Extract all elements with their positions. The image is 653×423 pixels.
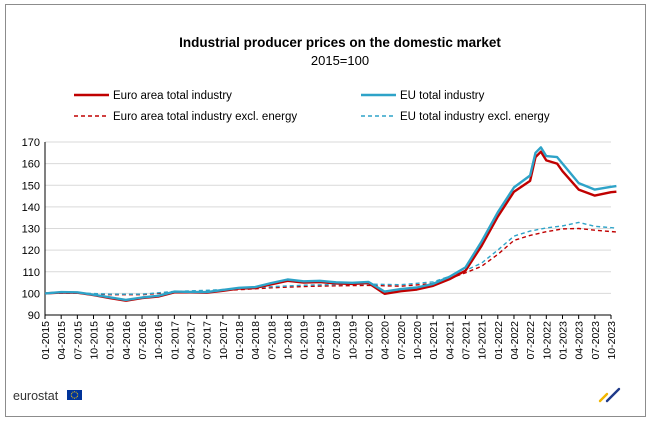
y-tick-label: 170	[22, 137, 40, 149]
x-tick-label: 10-2018	[283, 321, 295, 360]
footer: eurostat	[13, 387, 621, 403]
flag-star	[73, 391, 76, 393]
legend-item-euro-area-excl-energy: Euro area total industry excl. energy	[74, 111, 297, 123]
flag-star	[76, 392, 78, 394]
y-tick-label: 120	[22, 245, 40, 257]
y-tick-label: 150	[22, 180, 40, 192]
x-tick-label: 10-2022	[541, 321, 553, 360]
eu-flag-icon	[67, 390, 82, 400]
y-axis: 90 100 110 120 130 140 150 160 170	[22, 137, 40, 322]
chart-frame	[5, 4, 646, 417]
legend: Euro area total industry EU total indust…	[74, 90, 550, 123]
x-tick-label: 07-2019	[331, 321, 343, 360]
y-tick-label: 130	[22, 224, 40, 236]
x-tick-label: 01-2021	[428, 321, 440, 360]
flag-star	[72, 391, 74, 393]
x-tick-label: 07-2022	[525, 321, 537, 360]
x-tick-label: 10-2019	[347, 321, 359, 360]
flag-star	[73, 397, 76, 399]
legend-label: EU total industry excl. energy	[400, 111, 550, 123]
flag-star	[72, 397, 74, 399]
series-line-euro-area-total-industry-excl-energy	[44, 227, 617, 296]
gridlines	[45, 141, 611, 294]
x-tick-label: 10-2016	[153, 321, 165, 360]
x-tick-label: 07-2020	[396, 321, 408, 360]
mark-stroke-yellow	[598, 392, 609, 403]
flag-star	[77, 394, 79, 396]
x-tick-label: 01-2017	[169, 321, 181, 360]
eurostat-logo: eurostat	[13, 389, 59, 403]
y-tick-label: 140	[22, 202, 40, 214]
y-tick-label: 90	[28, 310, 40, 322]
x-tick-label: 01-2015	[40, 321, 52, 360]
flag-star	[76, 396, 78, 398]
x-tick-label: 04-2023	[574, 321, 586, 360]
series-lines	[44, 146, 617, 302]
flag-star	[71, 396, 73, 398]
chart-subtitle: 2015=100	[311, 53, 369, 68]
x-tick-label: 04-2022	[509, 321, 521, 360]
mark-stroke-blue	[605, 387, 621, 403]
legend-label: EU total industry	[400, 90, 485, 102]
x-tick-label: 07-2016	[137, 321, 149, 360]
flag-star	[75, 391, 77, 393]
eu-stars-icon	[70, 391, 79, 399]
x-tick-label: 01-2022	[493, 321, 505, 360]
x-tick-label: 07-2021	[460, 321, 472, 360]
x-tick-label: 04-2016	[121, 321, 133, 360]
x-tick-label: 10-2017	[218, 321, 230, 360]
y-tick-label: 100	[22, 288, 40, 300]
x-axis: 01-2015 04-2015 07-2015 10-2015 01-2016 04-20…	[40, 142, 618, 360]
legend-label: Euro area total industry	[113, 90, 232, 102]
x-tick-label: 07-2023	[590, 321, 602, 360]
x-tick-label: 07-2017	[202, 321, 214, 360]
x-tick-label: 04-2018	[250, 321, 262, 360]
x-tick-label: 04-2020	[380, 321, 392, 360]
chart-title: Industrial producer prices on the domest…	[179, 35, 501, 50]
flag-star	[70, 394, 72, 396]
x-tick-label: 10-2020	[412, 321, 424, 360]
series-line-eu-total-industry-excl-energy	[44, 221, 617, 295]
x-tick-label: 10-2021	[477, 321, 489, 360]
eurostat-mark-icon	[598, 387, 621, 403]
flag-star	[71, 392, 73, 394]
x-tick-label: 07-2015	[72, 321, 84, 360]
flag-star	[75, 397, 77, 399]
x-tick-label: 04-2017	[186, 321, 198, 360]
legend-item-euro-area-total: Euro area total industry	[74, 90, 232, 102]
x-tick-label: 04-2019	[315, 321, 327, 360]
legend-label: Euro area total industry excl. energy	[113, 111, 297, 123]
legend-item-eu-excl-energy: EU total industry excl. energy	[361, 111, 550, 123]
series-line-eu-total-industry	[44, 146, 617, 302]
x-tick-label: 01-2018	[234, 321, 246, 360]
x-tick-label: 01-2016	[105, 321, 117, 360]
x-tick-label: 04-2021	[444, 321, 456, 360]
x-tick-label: 10-2023	[606, 321, 618, 360]
x-tick-label: 07-2018	[266, 321, 278, 360]
legend-item-eu-total: EU total industry	[361, 90, 485, 102]
x-tick-label: 10-2015	[89, 321, 101, 360]
y-tick-label: 110	[22, 267, 40, 279]
y-tick-label: 160	[22, 159, 40, 171]
x-tick-label: 01-2019	[299, 321, 311, 360]
x-tick-label: 04-2015	[56, 321, 68, 360]
x-tick-label: 01-2023	[557, 321, 569, 360]
x-tick-label: 01-2020	[363, 321, 375, 360]
